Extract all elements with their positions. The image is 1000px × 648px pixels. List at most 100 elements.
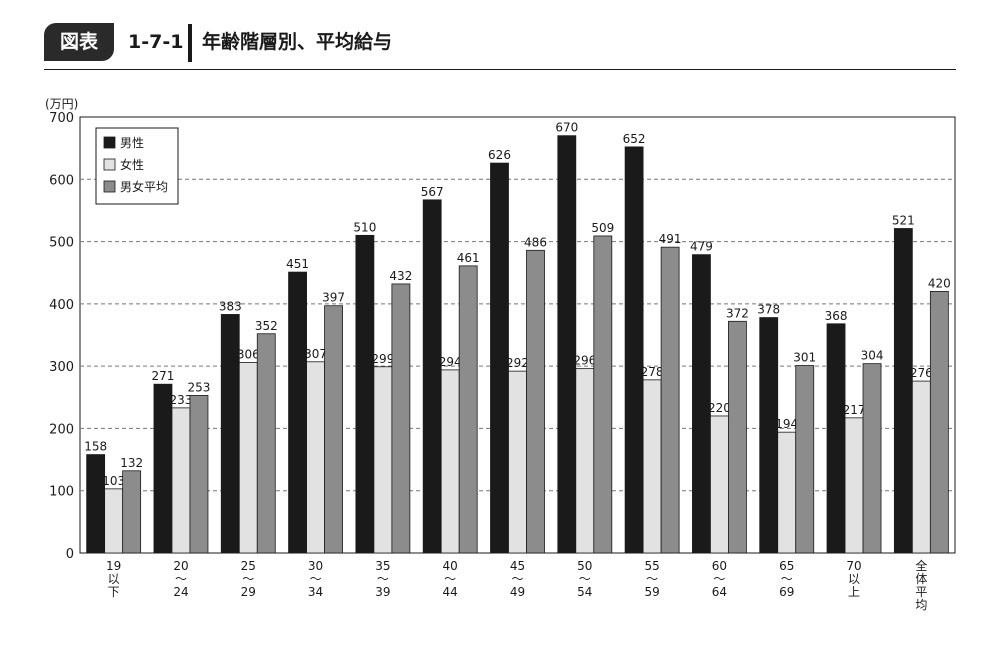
bar bbox=[288, 271, 307, 554]
y-tick-label: 0 bbox=[66, 547, 74, 562]
bar bbox=[189, 395, 209, 554]
bar bbox=[122, 470, 142, 554]
x-tick-label: ～ bbox=[579, 572, 591, 586]
value-label: 294 bbox=[439, 355, 462, 369]
bar bbox=[86, 454, 106, 554]
y-tick-label: 200 bbox=[49, 422, 74, 437]
bar bbox=[893, 228, 913, 554]
x-tick-label: 平 bbox=[915, 585, 927, 599]
value-label: 670 bbox=[555, 121, 578, 135]
y-tick-label: 400 bbox=[49, 298, 74, 313]
x-tick-label: 下 bbox=[108, 585, 120, 599]
bar bbox=[324, 305, 343, 554]
bar bbox=[642, 379, 662, 554]
bar bbox=[844, 417, 864, 554]
x-tick-label: 20 bbox=[173, 559, 188, 573]
value-label: 276 bbox=[910, 366, 933, 380]
value-label: 509 bbox=[591, 221, 614, 235]
bar bbox=[458, 265, 478, 554]
x-tick-label: 全 bbox=[915, 558, 927, 573]
legend-swatch bbox=[103, 136, 116, 149]
x-tick-label: 以 bbox=[848, 572, 860, 586]
x-tick-label: 44 bbox=[443, 585, 458, 599]
bar bbox=[391, 283, 411, 554]
value-label: 292 bbox=[506, 356, 529, 370]
y-tick-label: 100 bbox=[49, 485, 74, 500]
x-tick-label: 59 bbox=[644, 585, 659, 599]
x-tick-label: ～ bbox=[781, 572, 793, 586]
bar bbox=[508, 370, 527, 554]
bar bbox=[826, 323, 846, 554]
bar bbox=[575, 368, 595, 554]
x-tick-label: ～ bbox=[511, 572, 523, 586]
x-tick-label: 30 bbox=[308, 559, 323, 573]
bar bbox=[104, 488, 124, 554]
x-tick-label: 均 bbox=[915, 598, 927, 612]
value-label: 451 bbox=[286, 257, 309, 271]
bar bbox=[526, 249, 545, 554]
bar bbox=[692, 254, 711, 554]
bar bbox=[440, 369, 460, 554]
bar bbox=[557, 135, 577, 554]
value-label: 296 bbox=[573, 354, 596, 368]
value-label: 306 bbox=[237, 347, 260, 361]
value-label: 233 bbox=[170, 393, 193, 407]
x-tick-label: 55 bbox=[644, 559, 659, 573]
bar bbox=[256, 333, 276, 554]
value-label: 567 bbox=[421, 185, 444, 199]
y-tick-label: 600 bbox=[49, 173, 74, 188]
x-tick-label: 29 bbox=[241, 585, 256, 599]
bar bbox=[759, 317, 779, 554]
value-label: 253 bbox=[188, 380, 211, 394]
y-tick-label: 500 bbox=[49, 236, 74, 251]
value-label: 103 bbox=[102, 474, 125, 488]
legend-label: 男女平均 bbox=[120, 179, 168, 194]
bar bbox=[593, 235, 613, 554]
value-label: 652 bbox=[623, 132, 646, 146]
bar bbox=[728, 320, 747, 554]
value-label: 132 bbox=[120, 456, 143, 470]
value-label: 304 bbox=[861, 349, 884, 363]
value-label: 432 bbox=[389, 269, 412, 283]
value-label: 383 bbox=[219, 299, 242, 313]
bar bbox=[373, 366, 393, 554]
legend-swatch bbox=[103, 158, 116, 171]
bar bbox=[171, 407, 191, 554]
value-label: 378 bbox=[757, 303, 780, 317]
y-axis-unit-label: (万円) bbox=[45, 97, 78, 111]
value-label: 491 bbox=[659, 232, 682, 246]
bar bbox=[490, 162, 509, 554]
bar bbox=[355, 234, 375, 554]
x-tick-label: 40 bbox=[443, 559, 458, 573]
value-label: 510 bbox=[353, 220, 376, 234]
bar bbox=[777, 431, 797, 554]
x-tick-label: ～ bbox=[444, 572, 456, 586]
value-label: 220 bbox=[708, 401, 731, 415]
x-tick-label: 35 bbox=[375, 559, 390, 573]
x-tick-label: ～ bbox=[377, 572, 389, 586]
x-tick-label: 60 bbox=[712, 559, 727, 573]
x-tick-label: 上 bbox=[848, 585, 860, 599]
value-label: 479 bbox=[690, 240, 713, 254]
bar bbox=[911, 380, 931, 554]
x-tick-label: 65 bbox=[779, 559, 794, 573]
x-tick-label: ～ bbox=[646, 572, 658, 586]
x-tick-label: 体 bbox=[915, 572, 927, 586]
x-tick-label: 64 bbox=[712, 585, 727, 599]
bar bbox=[624, 146, 644, 554]
bar bbox=[795, 365, 815, 554]
x-tick-label: 25 bbox=[241, 559, 256, 573]
x-tick-label: 34 bbox=[308, 585, 323, 599]
x-tick-label: ～ bbox=[310, 572, 322, 586]
legend-swatch bbox=[103, 180, 116, 193]
title-divider bbox=[188, 24, 192, 62]
bar bbox=[238, 362, 258, 554]
x-tick-label: 19 bbox=[106, 559, 121, 573]
value-label: 397 bbox=[322, 291, 345, 305]
figure-number: 1-7-1 bbox=[128, 31, 184, 53]
value-label: 271 bbox=[152, 369, 175, 383]
y-tick-label: 300 bbox=[49, 360, 74, 375]
value-label: 368 bbox=[825, 309, 848, 323]
x-tick-label: ～ bbox=[242, 572, 254, 586]
